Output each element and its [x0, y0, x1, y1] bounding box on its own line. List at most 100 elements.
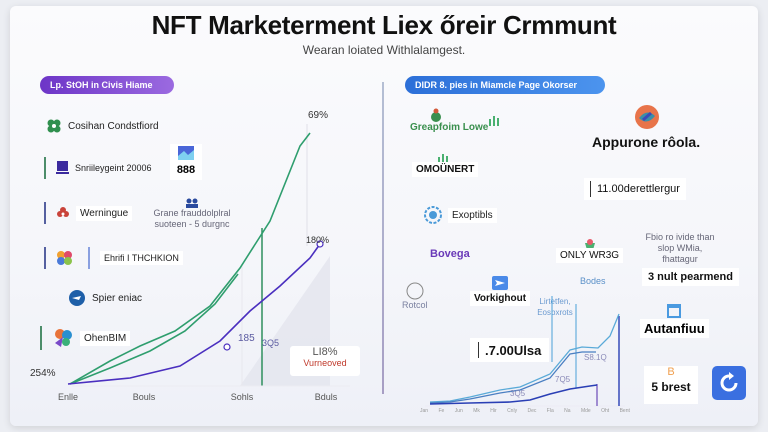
- left-item-label: Spier eniac: [92, 292, 143, 304]
- feature-2-label: Autanfiuu: [640, 319, 709, 338]
- x-tick: Fla: [546, 408, 554, 414]
- right-item-6[interactable]: ONLY WR3G: [556, 238, 624, 263]
- right-section-pill[interactable]: DIDR 8. pies in Miamcle Page Okorser: [405, 76, 605, 94]
- left-item-4[interactable]: Ehrifi I THCHKION: [44, 247, 183, 269]
- flower-icon: [57, 207, 69, 217]
- x-tick: Jun: [454, 408, 463, 414]
- stat-top-value: 11.00derettlergur: [597, 183, 680, 195]
- document-icon: [56, 161, 69, 174]
- app-title: Appurone rôola.: [592, 134, 701, 150]
- left-item-label: Werningue: [76, 205, 133, 221]
- refresh-icon: [720, 372, 738, 392]
- x-tick: Fe: [438, 408, 445, 414]
- accent-bar: [40, 326, 42, 350]
- right-item-7[interactable]: Rotcol: [402, 282, 428, 310]
- right-item-label: OMOÜNERT: [412, 162, 479, 177]
- bar-chart-icon: [489, 116, 499, 126]
- svg-text:S8.1Q: S8.1Q: [584, 353, 607, 362]
- left-item-2[interactable]: Snriileygeint 20006: [44, 157, 152, 179]
- value-180: 180%: [306, 235, 330, 245]
- value-69: 69%: [308, 110, 329, 121]
- x-tick-2: Bouls: [132, 392, 156, 402]
- right-item-label: Greapfoim Lowe: [410, 122, 489, 133]
- right-item-4[interactable]: Bovega: [430, 248, 470, 260]
- left-item-label: Ehrifi I THCHKION: [100, 251, 183, 265]
- x-tick: Oht: [601, 408, 610, 414]
- clover-icon: [47, 119, 61, 133]
- leaf-cluster-icon: [55, 329, 72, 347]
- value-3q5: 3Q5: [262, 338, 280, 348]
- color-blocks-icon: [57, 251, 72, 265]
- thumb-badge-label: 888: [176, 164, 196, 176]
- bar-chart-icon: [438, 154, 448, 164]
- accent-bar: [44, 247, 46, 269]
- page-subtitle: Wearan loiated Withlalamgest.: [302, 43, 466, 57]
- inbox-icon: [667, 304, 682, 318]
- x-tick: Dec: [527, 408, 537, 414]
- note-line-2: suoteen - 5 durgnc: [154, 219, 230, 229]
- feature-1-label: 3 nult pearmend: [648, 271, 733, 283]
- feature-3[interactable]: B 5 brest: [644, 366, 698, 404]
- x-tick: Na: [564, 408, 571, 414]
- feature-2[interactable]: Autanfiuu: [640, 304, 709, 338]
- right-item-label: ONLY WR3G: [556, 248, 624, 263]
- x-tick: Bent: [619, 408, 630, 414]
- refresh-button[interactable]: [712, 366, 746, 400]
- callout-label: Vurneoved: [303, 358, 347, 368]
- left-item-6[interactable]: OhenBIM: [40, 326, 131, 350]
- right-item-label: Rotcol: [402, 300, 428, 310]
- feature-1: 3 nult pearmend: [642, 268, 739, 286]
- right-item-label: Vorkighout: [470, 291, 531, 306]
- swirl-logo-icon: [635, 105, 659, 129]
- x-tick: Jan: [420, 408, 429, 414]
- left-item-1[interactable]: Cosihan Condstfiord: [46, 118, 159, 134]
- value-254: 254%: [30, 368, 56, 379]
- x-tick-1: Enlle: [57, 392, 78, 402]
- page-title: NFT Marketerment Liex őreir Crmmunt: [151, 10, 617, 40]
- people-icon: [186, 198, 198, 208]
- accent-bar: [88, 247, 90, 269]
- thumb-badge[interactable]: 888: [170, 144, 202, 180]
- left-item-5[interactable]: Spier eniac: [68, 289, 142, 307]
- left-section-pill[interactable]: Lp. StOH in Civis Hiame: [40, 76, 174, 94]
- accent-bar: [44, 202, 46, 224]
- stat-bar: [478, 342, 479, 358]
- stat-top: 11.00derettlergur: [584, 178, 686, 200]
- clock-icon: [406, 282, 424, 300]
- x-tick: Mde: [580, 408, 591, 414]
- right-x-axis: Jan Fe Jun Mk Hir Cnly Dec Fla Na Mde Oh…: [420, 408, 630, 414]
- stat-mid: .7.00Ulsa: [470, 338, 550, 362]
- dashboard-card: NFT Marketerment Liex őreir Crmmunt Wear…: [10, 6, 758, 426]
- accent-bar: [44, 157, 46, 179]
- x-tick-4: Bduls: [314, 392, 338, 402]
- x-tick: Hir: [490, 408, 497, 414]
- note-line-1: Grane frauddolplral: [153, 208, 231, 218]
- feature-3-label: 5 brest: [651, 380, 691, 394]
- left-item-3[interactable]: Werningue: [44, 202, 133, 224]
- stat-mid-value: .7.00Ulsa: [485, 342, 542, 358]
- people-note: Grane frauddolplral suoteen - 5 durgnc: [142, 198, 242, 230]
- left-item-label: Cosihan Condstfiord: [68, 120, 159, 132]
- desc-line-2: slop WMia, fhattagur: [657, 243, 703, 264]
- small-label-b: Bodes: [580, 276, 606, 286]
- value-185: 185: [238, 333, 255, 344]
- right-item-2[interactable]: OMOÜNERT: [412, 152, 479, 177]
- right-item-3[interactable]: Exoptibls: [424, 206, 497, 224]
- small-label-a: Lirtetfen, Eosbxrots: [537, 297, 573, 317]
- gear-badge-icon: [424, 206, 442, 224]
- description: Fbio ro ivide than slop WMia, fhattagur: [640, 232, 720, 265]
- right-item-5[interactable]: Vorkighout: [470, 276, 531, 306]
- svg-text:7Q5: 7Q5: [555, 375, 571, 384]
- panel-divider: [382, 82, 384, 394]
- left-callout: LI8% Vurneoved: [290, 346, 360, 376]
- picture-icon: [178, 146, 194, 160]
- x-tick: Cnly: [507, 408, 518, 414]
- right-item-label: Exoptibls: [448, 207, 497, 223]
- send-icon: [492, 276, 509, 290]
- left-item-label: Snriileygeint 20006: [75, 163, 152, 173]
- stat-bar: [590, 181, 591, 197]
- money-bag-icon: [431, 108, 441, 122]
- svg-text:3Q5: 3Q5: [510, 389, 526, 398]
- right-item-1[interactable]: Greapfoim Lowe: [410, 108, 488, 133]
- ship-icon: [69, 290, 85, 306]
